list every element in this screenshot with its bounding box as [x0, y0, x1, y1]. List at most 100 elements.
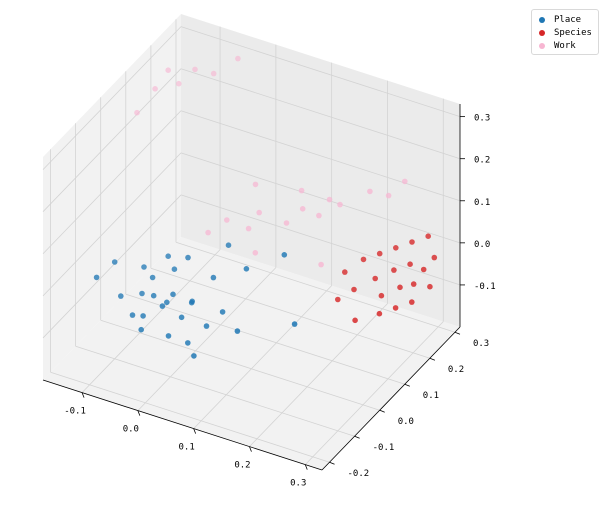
y-tick-label: 0.2 [448, 365, 464, 375]
data-point-place [191, 353, 197, 359]
data-point-place [129, 312, 136, 318]
data-point-place [291, 321, 298, 327]
legend-label-work: Work [554, 40, 576, 51]
back-pane [181, 14, 460, 327]
data-point-work [152, 86, 158, 92]
x-tick-label: 0.3 [290, 479, 306, 489]
x-axis-line [42, 379, 323, 471]
data-point-work [245, 225, 252, 232]
data-point-place [165, 253, 171, 259]
data-point-place [164, 299, 170, 306]
data-point-place [165, 333, 172, 339]
data-point-species [431, 254, 438, 261]
data-point-place [150, 292, 157, 299]
data-point-species [392, 305, 399, 311]
x-tick [193, 428, 197, 434]
data-point-place [140, 313, 146, 319]
x-tick [249, 446, 252, 452]
z-tick-label: 0.2 [474, 156, 490, 166]
data-point-place [111, 259, 118, 265]
data-point-species [376, 310, 383, 317]
x-tick-label: 0.2 [234, 461, 250, 471]
z-tick-label: 0.3 [474, 114, 490, 124]
y-tick [404, 383, 410, 387]
y-tick [429, 357, 436, 361]
data-point-species [352, 317, 358, 324]
data-point-work [385, 192, 392, 199]
data-point-place [234, 328, 241, 334]
data-point-species [351, 286, 357, 293]
y-tick-label: 0.1 [423, 391, 439, 401]
data-point-place [138, 326, 144, 333]
left-pane [43, 14, 181, 380]
x-tick-label: 0.1 [179, 443, 195, 453]
z-tick-label: 0.0 [474, 240, 490, 250]
y-tick [329, 461, 335, 465]
legend-label-place: Place [554, 14, 582, 25]
axes-panes [43, 14, 460, 470]
data-point-place [159, 303, 166, 309]
data-point-work [235, 55, 241, 62]
x-grid-floor [249, 303, 388, 447]
data-point-work [298, 187, 305, 194]
x-tick-label: 0.0 [123, 425, 139, 435]
data-point-work [252, 181, 259, 188]
data-point-place [93, 274, 100, 281]
data-point-place [281, 252, 288, 258]
legend-item-place: Place [536, 13, 594, 26]
y-grid-floor [125, 293, 405, 385]
data-point-place [141, 264, 147, 270]
x-tick [81, 392, 85, 398]
data-point-place [185, 340, 191, 346]
data-point-work [316, 212, 322, 219]
legend: Place Species Work [531, 9, 599, 55]
legend-marker-place [539, 16, 545, 23]
y-axis-line [321, 326, 461, 471]
z-grid-left [42, 68, 182, 212]
y-tick-label: -0.1 [373, 443, 395, 453]
data-point-place [171, 266, 178, 273]
data-point-work [326, 196, 333, 203]
data-points [93, 55, 438, 359]
data-point-species [360, 256, 367, 263]
tick-labels: -0.1 0.0 0.1 0.2 0.3 -0.2 -0.1 0.0 0.1 0.2 0.3 -0.1… [64, 114, 495, 489]
data-point-work [318, 261, 324, 268]
data-point-place [219, 309, 226, 315]
data-point-work [367, 188, 373, 195]
z-grid-back [180, 68, 461, 160]
y-grid-floor [150, 267, 431, 359]
y-tick-label: 0.0 [398, 417, 414, 427]
tick-marks [81, 116, 465, 470]
z-grid-left [42, 194, 182, 339]
legend-marker-species [539, 29, 545, 36]
z-grid-back [180, 110, 461, 202]
x-tick-label: -0.1 [64, 407, 86, 417]
data-point-species [342, 269, 348, 275]
data-point-species [376, 250, 383, 257]
z-tick-label: 0.1 [474, 198, 490, 208]
data-point-work [210, 70, 217, 77]
y-tick [454, 331, 461, 335]
data-point-place [139, 290, 145, 297]
y-tick [379, 409, 385, 413]
y-tick-label: 0.3 [473, 339, 489, 349]
data-point-work [165, 67, 171, 73]
data-point-place [149, 274, 156, 281]
z-tick-label: -0.1 [474, 282, 496, 292]
axis-lines [42, 104, 461, 471]
z-grid-left [42, 26, 182, 170]
data-point-place [185, 254, 191, 261]
data-point-species [391, 267, 397, 273]
data-point-place [210, 274, 217, 281]
data-point-species [393, 245, 399, 251]
data-point-work [256, 209, 263, 216]
data-point-species [378, 292, 385, 299]
data-point-species [427, 283, 433, 290]
data-point-species [397, 284, 403, 291]
x-grid-floor [304, 321, 444, 465]
data-point-species [335, 296, 341, 303]
data-point-work [205, 229, 211, 236]
z-grid-back [180, 152, 461, 244]
data-point-place [118, 293, 124, 299]
data-point-work [299, 206, 306, 212]
